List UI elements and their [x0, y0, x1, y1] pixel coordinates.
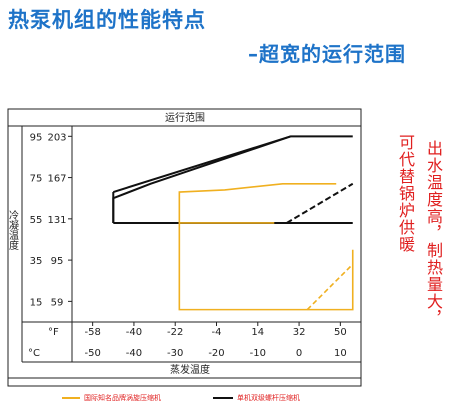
y-tick-f-0: 59 — [51, 297, 64, 308]
y-tick-f-4: 203 — [47, 132, 66, 143]
side-text-line-1: 出水温度高，制热量大， — [424, 140, 443, 327]
slide-title: 热泵机组的性能特点 — [8, 8, 206, 32]
x-tick-f-4: 14 — [251, 327, 264, 338]
x-tick-c-1: -40 — [126, 348, 142, 359]
series-scroll-dashed — [306, 263, 354, 311]
x-tick-f-2: -22 — [167, 327, 183, 338]
x-tick-c-4: -10 — [250, 348, 266, 359]
y-tick-c-2: 55 — [30, 215, 43, 226]
y-tick-c-0: 15 — [30, 297, 43, 308]
legend-label-scroll: 国际知名品牌涡旋压缩机 — [84, 393, 161, 402]
x-tick-c-6: 10 — [334, 348, 347, 359]
series-scroll-upper — [178, 182, 337, 223]
y-tick-f-2: 131 — [47, 215, 66, 226]
x-tick-f-5: 32 — [293, 327, 306, 338]
x-unit-c: °C — [28, 348, 40, 359]
legend-label-screw: 单机双级螺杆压缩机 — [237, 393, 300, 402]
y-tick-f-1: 95 — [51, 256, 64, 267]
side-text-line-2: 可代替锅炉供暖 — [396, 134, 415, 253]
y-tick-c-3: 75 — [30, 174, 43, 185]
y-tick-c-4: 95 — [30, 132, 43, 143]
x-tick-f-1: -40 — [126, 327, 142, 338]
series-screw-dashed — [286, 182, 354, 224]
x-tick-c-0: -50 — [84, 348, 100, 359]
x-tick-c-3: -20 — [208, 348, 224, 359]
series-screw-upper — [112, 135, 353, 223]
chart-title: 运行范围 — [165, 111, 205, 124]
x-tick-c-2: -30 — [167, 348, 183, 359]
x-tick-c-5: 0 — [296, 348, 302, 359]
slide-subtitle: –超宽的运行范围 — [248, 42, 406, 66]
x-tick-f-0: -58 — [84, 327, 100, 338]
y-axis-title: 冷凝温度 — [7, 209, 19, 251]
x-axis-title: 蒸发温度 — [170, 363, 210, 376]
x-tick-f-6: 50 — [334, 327, 347, 338]
x-tick-f-3: -4 — [212, 327, 222, 338]
y-tick-f-3: 167 — [47, 174, 66, 185]
series-scroll-lower — [178, 222, 354, 311]
x-unit-f: °F — [48, 327, 59, 338]
series-screw-diag — [112, 135, 292, 193]
y-tick-c-1: 35 — [30, 256, 43, 267]
chart-frame — [7, 108, 362, 387]
